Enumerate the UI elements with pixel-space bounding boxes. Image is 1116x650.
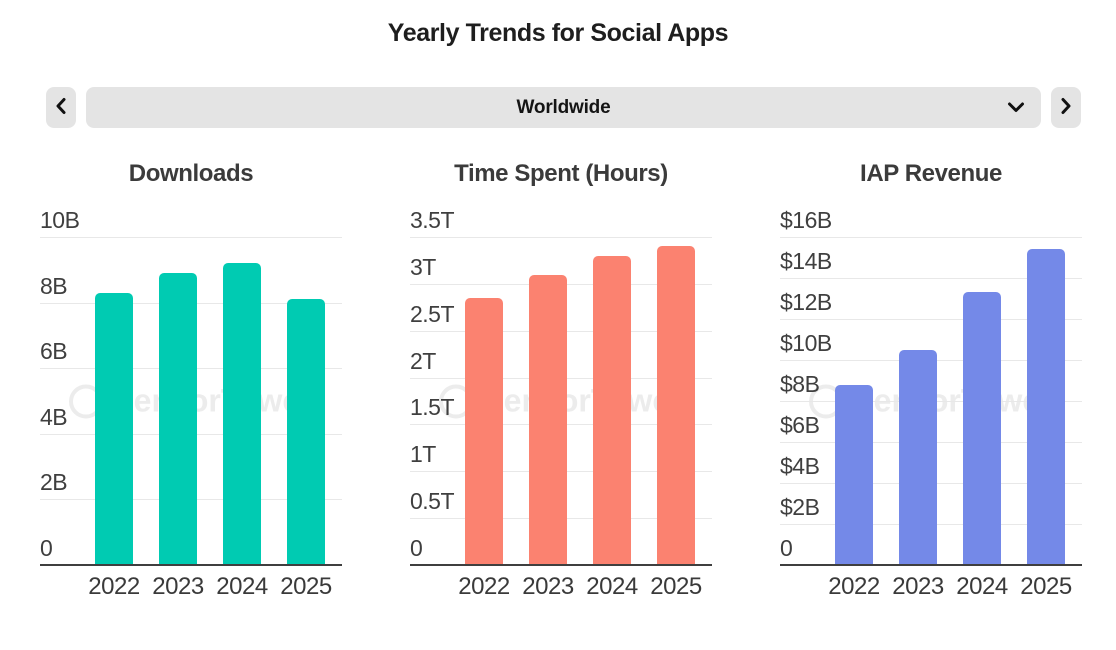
bar-column: 2023 — [892, 237, 944, 600]
bar-2022[interactable] — [465, 297, 503, 565]
y-tick-label: $6B — [780, 412, 820, 438]
y-tick-label: 1T — [410, 441, 436, 467]
bar-2022[interactable] — [95, 292, 133, 565]
y-tick-label: 4B — [40, 404, 68, 430]
y-tick-label: 10B — [40, 207, 80, 233]
chart: IAP Revenue SensorTower 2022 2023 2024 2025… — [780, 150, 1082, 600]
y-tick-label: $10B — [780, 330, 832, 356]
bars-group: 2022 2023 2024 2025 — [458, 237, 702, 600]
bar-2025[interactable] — [287, 299, 325, 565]
bar-column: 2022 — [828, 237, 880, 600]
y-tick-label: $2B — [780, 494, 820, 520]
gridline — [40, 237, 342, 238]
bar-2023[interactable] — [899, 349, 937, 565]
bars-group: 2022 2023 2024 2025 — [828, 237, 1072, 600]
chevron-right-icon — [1060, 97, 1072, 118]
x-tick-label: 2022 — [458, 573, 510, 600]
bar-column: 2024 — [216, 237, 268, 600]
bar-2025[interactable] — [1027, 249, 1065, 565]
bar-column: 2025 — [650, 237, 702, 600]
y-tick-label: 2.5T — [410, 301, 455, 327]
bar-column: 2025 — [280, 237, 332, 600]
y-tick-label: $16B — [780, 207, 832, 233]
x-axis-line — [780, 564, 1082, 566]
chart-plot-area: SensorTower 2022 2023 2024 2025 10B 8B 6B 4B 2B… — [40, 208, 342, 600]
y-tick-label: 3.5T — [410, 207, 455, 233]
y-tick-label: 2T — [410, 348, 436, 374]
gridline — [780, 278, 1082, 279]
x-tick-label: 2024 — [586, 573, 638, 600]
bar-column: 2023 — [152, 237, 204, 600]
chart-title: Downloads — [128, 160, 254, 187]
chevron-left-icon — [55, 97, 67, 118]
bar-2024[interactable] — [593, 255, 631, 565]
prev-region-button[interactable] — [46, 87, 76, 128]
y-tick-label: 8B — [40, 273, 68, 299]
x-tick-label: 2022 — [828, 573, 880, 600]
bar-2023[interactable] — [529, 274, 567, 565]
region-dropdown-value: Worldwide — [516, 96, 611, 118]
y-tick-label: $14B — [780, 248, 832, 274]
gridline — [780, 319, 1082, 320]
bar-2024[interactable] — [223, 263, 261, 565]
next-region-button[interactable] — [1051, 87, 1081, 128]
y-tick-label: 2B — [40, 469, 68, 495]
bar-column: 2024 — [956, 237, 1008, 600]
y-tick-label: 0.5T — [410, 488, 455, 514]
bar-column: 2023 — [522, 237, 574, 600]
x-tick-label: 2025 — [1020, 573, 1072, 600]
x-tick-label: 2025 — [650, 573, 702, 600]
gridline — [780, 237, 1082, 238]
bar-2023[interactable] — [159, 273, 197, 565]
x-tick-label: 2024 — [216, 573, 268, 600]
x-tick-label: 2023 — [892, 573, 944, 600]
bar-2022[interactable] — [835, 384, 873, 565]
chart-title: IAP Revenue — [860, 160, 1002, 187]
chart-title: Time Spent (Hours) — [454, 160, 668, 187]
y-tick-label: 6B — [40, 338, 68, 364]
chevron-down-icon — [1007, 97, 1025, 119]
y-tick-label: 1.5T — [410, 394, 455, 420]
y-tick-label: 0 — [780, 535, 793, 561]
x-tick-label: 2024 — [956, 573, 1008, 600]
y-tick-label: 3T — [410, 254, 436, 280]
gridline — [410, 237, 712, 238]
x-axis-line — [40, 564, 342, 566]
bar-column: 2022 — [88, 237, 140, 600]
bars-group: 2022 2023 2024 2025 — [88, 237, 332, 600]
page-title: Yearly Trends for Social Apps — [387, 19, 729, 47]
bar-column: 2025 — [1020, 237, 1072, 600]
y-tick-label: $8B — [780, 371, 820, 397]
region-dropdown[interactable]: Worldwide — [86, 87, 1041, 128]
bar-column: 2024 — [586, 237, 638, 600]
chart: Time Spent (Hours) SensorTower 2022 2023 2… — [410, 150, 712, 600]
chart: Downloads SensorTower 2022 2023 2024 2025 1… — [40, 150, 342, 600]
y-tick-label: $12B — [780, 289, 832, 315]
chart-plot-area: SensorTower 2022 2023 2024 2025 $16B $14B $12… — [780, 208, 1082, 600]
y-tick-label: $4B — [780, 453, 820, 479]
y-tick-label: 0 — [40, 535, 53, 561]
bar-2025[interactable] — [657, 246, 695, 565]
region-selector-row: Worldwide — [46, 87, 1081, 128]
chart-plot-area: SensorTower 2022 2023 2024 2025 3.5T 3T 2.5T 2… — [410, 208, 712, 600]
x-tick-label: 2023 — [522, 573, 574, 600]
y-tick-label: 0 — [410, 535, 423, 561]
x-tick-label: 2022 — [88, 573, 140, 600]
x-tick-label: 2025 — [280, 573, 332, 600]
charts-row: Downloads SensorTower 2022 2023 2024 2025 1… — [40, 150, 1082, 600]
x-tick-label: 2023 — [152, 573, 204, 600]
bar-column: 2022 — [458, 237, 510, 600]
x-axis-line — [410, 564, 712, 566]
bar-2024[interactable] — [963, 292, 1001, 565]
